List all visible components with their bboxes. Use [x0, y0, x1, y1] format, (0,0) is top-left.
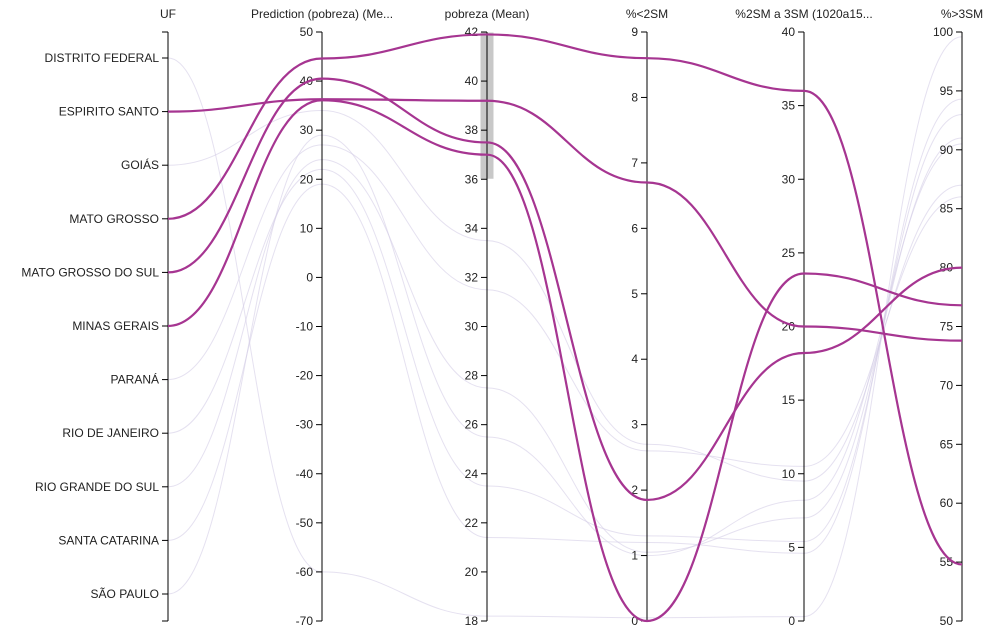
series-line-mato-grosso-do-sul[interactable] [167, 77, 963, 502]
axes: UF DISTRITO FEDERAL ESPIRITO SANTO GOIÁS MAT… [21, 7, 983, 628]
series-line-sao-paulo[interactable] [167, 134, 963, 595]
category-label: ESPIRITO SANTO [59, 105, 159, 119]
tick-label: 10 [300, 221, 314, 235]
tick-label: 40 [465, 74, 479, 88]
series-line-goias[interactable] [167, 110, 963, 482]
tick-label: 8 [631, 90, 638, 104]
series-line-minas-gerais[interactable] [167, 99, 963, 623]
tick-label: 70 [940, 378, 954, 392]
tick-label: 25 [782, 246, 796, 260]
tick-label: 40 [782, 25, 796, 39]
axis-uf: UF DISTRITO FEDERAL ESPIRITO SANTO GOIÁS MAT… [21, 7, 176, 622]
tick-label: 20 [300, 172, 314, 186]
tick-label: 3 [631, 418, 638, 432]
tick-label: 2 [631, 483, 638, 497]
series-line-santa-catarina[interactable] [167, 98, 963, 554]
category-label: MATO GROSSO DO SUL [21, 265, 159, 279]
tick-label: 5 [631, 287, 638, 301]
tick-label: 30 [465, 320, 479, 334]
tick-label: 42 [465, 25, 479, 39]
tick-label: 0 [788, 614, 795, 628]
series-line-rio-grande-do-sul[interactable] [167, 137, 963, 553]
tick-label: 22 [465, 516, 479, 530]
category-label: RIO DE JANEIRO [62, 426, 159, 440]
axis-title: pobreza (Mean) [445, 7, 530, 21]
category-label: SÃO PAULO [91, 587, 159, 601]
tick-label: 28 [465, 369, 479, 383]
category-label: MINAS GERAIS [72, 319, 159, 333]
series-line-espirito-santo[interactable] [167, 98, 963, 342]
axis-title: %2SM a 3SM (1020a15... [735, 7, 872, 21]
tick-label: -60 [296, 565, 314, 579]
tick-label: 35 [782, 99, 796, 113]
axis-title: %>3SM [941, 7, 983, 21]
tick-label: -30 [296, 418, 314, 432]
axis-title: Prediction (pobreza) (Me... [251, 7, 393, 21]
tick-label: 1 [631, 549, 638, 563]
tick-label: 50 [940, 614, 954, 628]
category-label: RIO GRANDE DO SUL [35, 480, 159, 494]
axis-title: UF [160, 7, 176, 21]
category-label: GOIÁS [121, 157, 159, 172]
highlighted-lines [167, 33, 963, 623]
axis-title: %<2SM [626, 7, 668, 21]
tick-label: 0 [631, 614, 638, 628]
axis-lt2sm: %<2SM 9 8 7 6 5 4 3 2 1 0 [626, 7, 668, 628]
tick-label: -10 [296, 320, 314, 334]
tick-label: 50 [300, 25, 314, 39]
tick-label: 75 [940, 320, 954, 334]
tick-label: 10 [782, 467, 796, 481]
tick-label: 26 [465, 418, 479, 432]
series-line-parana[interactable] [167, 144, 963, 467]
tick-label: 65 [940, 437, 954, 451]
tick-label: 36 [465, 172, 479, 186]
tick-label: 34 [465, 221, 479, 235]
tick-label: -40 [296, 467, 314, 481]
axis-prediction: Prediction (pobreza) (Me...50403020100-1… [251, 7, 393, 628]
tick-label: 0 [306, 270, 313, 284]
tick-label: 90 [940, 143, 954, 157]
tick-label: 30 [782, 172, 796, 186]
tick-label: 9 [631, 25, 638, 39]
tick-label: 38 [465, 123, 479, 137]
category-label: DISTRITO FEDERAL [45, 51, 160, 65]
category-label: SANTA CATARINA [58, 533, 159, 547]
tick-label: 32 [465, 270, 479, 284]
tick-label: 80 [940, 261, 954, 275]
tick-label: 100 [933, 25, 953, 39]
series-line-rio-de-janeiro[interactable] [167, 113, 963, 542]
tick-label: -70 [296, 614, 314, 628]
tick-label: 4 [631, 352, 638, 366]
tick-label: -20 [296, 369, 314, 383]
tick-label: 95 [940, 84, 954, 98]
category-label: MATO GROSSO [69, 212, 159, 226]
tick-label: -50 [296, 516, 314, 530]
tick-label: 7 [631, 156, 638, 170]
tick-label: 60 [940, 496, 954, 510]
series-line-mato-grosso[interactable] [167, 33, 963, 566]
tick-label: 18 [465, 614, 479, 628]
tick-label: 20 [465, 565, 479, 579]
tick-label: 30 [300, 123, 314, 137]
category-label: PARANÁ [111, 372, 159, 387]
tick-label: 85 [940, 202, 954, 216]
series-line-distrito-federal[interactable] [167, 36, 963, 619]
tick-label: 24 [465, 467, 479, 481]
tick-label: 5 [788, 540, 795, 554]
tick-label: 15 [782, 393, 796, 407]
tick-label: 6 [631, 221, 638, 235]
